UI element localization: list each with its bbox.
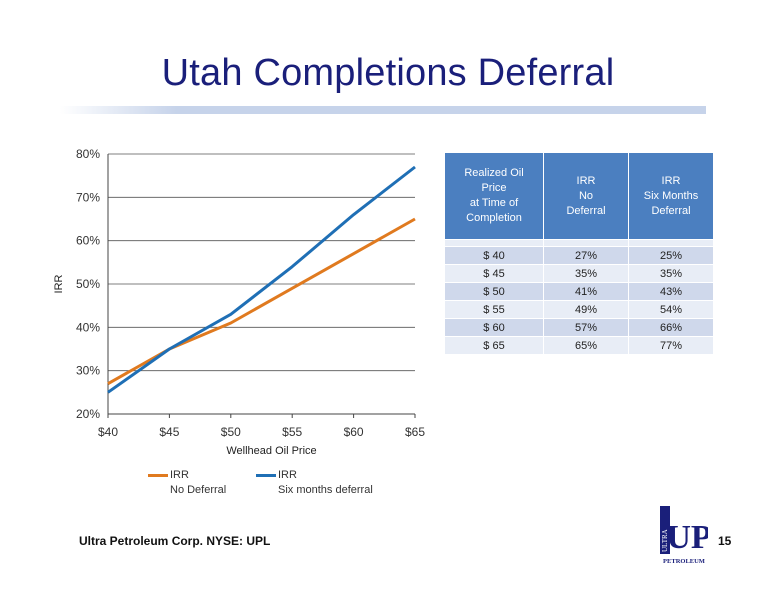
price-cell: $ 45 <box>444 264 544 283</box>
table-row: $ 55 49% 54% <box>444 300 714 319</box>
irr-no-deferral-cell: 27% <box>543 246 629 265</box>
irr-six-months-cell: 43% <box>628 282 714 301</box>
legend-label-line2: Six months deferral <box>278 484 373 496</box>
table-spacer-row <box>444 239 714 247</box>
irr-no-deferral-cell: 65% <box>543 336 629 355</box>
slide-title: Utah Completions Deferral <box>161 52 615 94</box>
logo-text-petroleum: PETROLEUM <box>663 558 705 565</box>
price-cell: $ 60 <box>444 318 544 337</box>
legend-swatch-six-months <box>256 473 276 477</box>
table-row: $ 45 35% 35% <box>444 264 714 283</box>
header-text: Completion <box>466 212 522 224</box>
y-axis-label: IRR <box>53 274 65 293</box>
x-axis-label: Wellhead Oil Price <box>226 445 316 457</box>
table-row: $ 50 41% 43% <box>444 282 714 301</box>
header-text: Deferral <box>566 204 606 217</box>
spacer-cell <box>628 239 714 247</box>
spacer-cell <box>444 239 544 247</box>
header-text: Price <box>481 182 507 194</box>
header-text: IRR <box>576 174 596 187</box>
spacer-cell <box>543 239 629 247</box>
x-tick-label: $45 <box>159 425 179 439</box>
header-text: Deferral <box>651 204 691 217</box>
title-underline <box>60 106 706 114</box>
footer-company: Ultra Petroleum Corp. NYSE: UPL <box>79 534 271 548</box>
page-number: 15 <box>718 534 732 548</box>
y-tick-label: 30% <box>76 364 100 378</box>
legend-label-line1: IRR <box>278 469 297 481</box>
irr-six-months-cell: 66% <box>628 318 714 337</box>
legend-item-six-months: IRR Six months deferral <box>256 468 373 498</box>
header-realized-oil-price: Realized Oil Price at Time of Completion <box>444 152 544 240</box>
table-row: $ 65 65% 77% <box>444 336 714 355</box>
x-tick-label: $55 <box>282 425 302 439</box>
table-header-row: Realized Oil Price at Time of Completion… <box>444 152 714 240</box>
irr-line-chart: 20% 30% 40% 50% 60% 70% 80% $40 $45 $50 $55 $60 $65 W… <box>53 147 425 457</box>
header-irr-six-months: IRR Six Months Deferral <box>628 152 714 240</box>
series-line-six-months-deferral <box>107 165 416 394</box>
price-cell: $ 40 <box>444 246 544 265</box>
header-irr-no-deferral: IRR No Deferral <box>543 152 629 240</box>
header-text: Realized Oil <box>464 167 524 179</box>
ultra-petroleum-logo: ULTRA UP PETROLEUM <box>660 506 708 565</box>
logo-text-up: UP <box>666 519 708 556</box>
legend-item-no-deferral: IRR No Deferral <box>148 468 226 498</box>
irr-six-months-cell: 35% <box>628 264 714 283</box>
irr-six-months-cell: 77% <box>628 336 714 355</box>
price-cell: $ 65 <box>444 336 544 355</box>
irr-no-deferral-cell: 49% <box>543 300 629 319</box>
header-text: IRR <box>661 174 681 187</box>
logo-side-bar <box>660 506 670 554</box>
table-row: $ 40 27% 25% <box>444 246 714 265</box>
header-text: at Time of <box>469 197 519 209</box>
x-tick-label: $60 <box>344 425 364 439</box>
y-tick-label: 40% <box>76 320 100 334</box>
y-tick-label: 50% <box>76 277 100 291</box>
y-tick-label: 20% <box>76 407 100 421</box>
header-text: No <box>578 189 594 202</box>
price-cell: $ 55 <box>444 300 544 319</box>
header-text: Six Months <box>643 189 699 202</box>
x-tick-label: $50 <box>221 425 241 439</box>
y-tick-label: 70% <box>76 190 100 204</box>
irr-no-deferral-cell: 41% <box>543 282 629 301</box>
y-tick-label: 80% <box>76 147 100 161</box>
x-tick-label: $40 <box>98 425 118 439</box>
price-cell: $ 50 <box>444 282 544 301</box>
irr-six-months-cell: 25% <box>628 246 714 265</box>
irr-six-months-cell: 54% <box>628 300 714 319</box>
legend-label-line1: IRR <box>170 469 189 481</box>
irr-no-deferral-cell: 35% <box>543 264 629 283</box>
irr-no-deferral-cell: 57% <box>543 318 629 337</box>
legend-label-line2: No Deferral <box>170 484 227 496</box>
y-tick-label: 60% <box>76 234 100 248</box>
x-tick-label: $65 <box>405 425 425 439</box>
irr-table: Realized Oil Price at Time of Completion… <box>444 152 714 355</box>
legend-swatch-no-deferral <box>148 473 168 477</box>
logo-text-ultra: ULTRA <box>661 529 669 552</box>
table-row: $ 60 57% 66% <box>444 318 714 337</box>
